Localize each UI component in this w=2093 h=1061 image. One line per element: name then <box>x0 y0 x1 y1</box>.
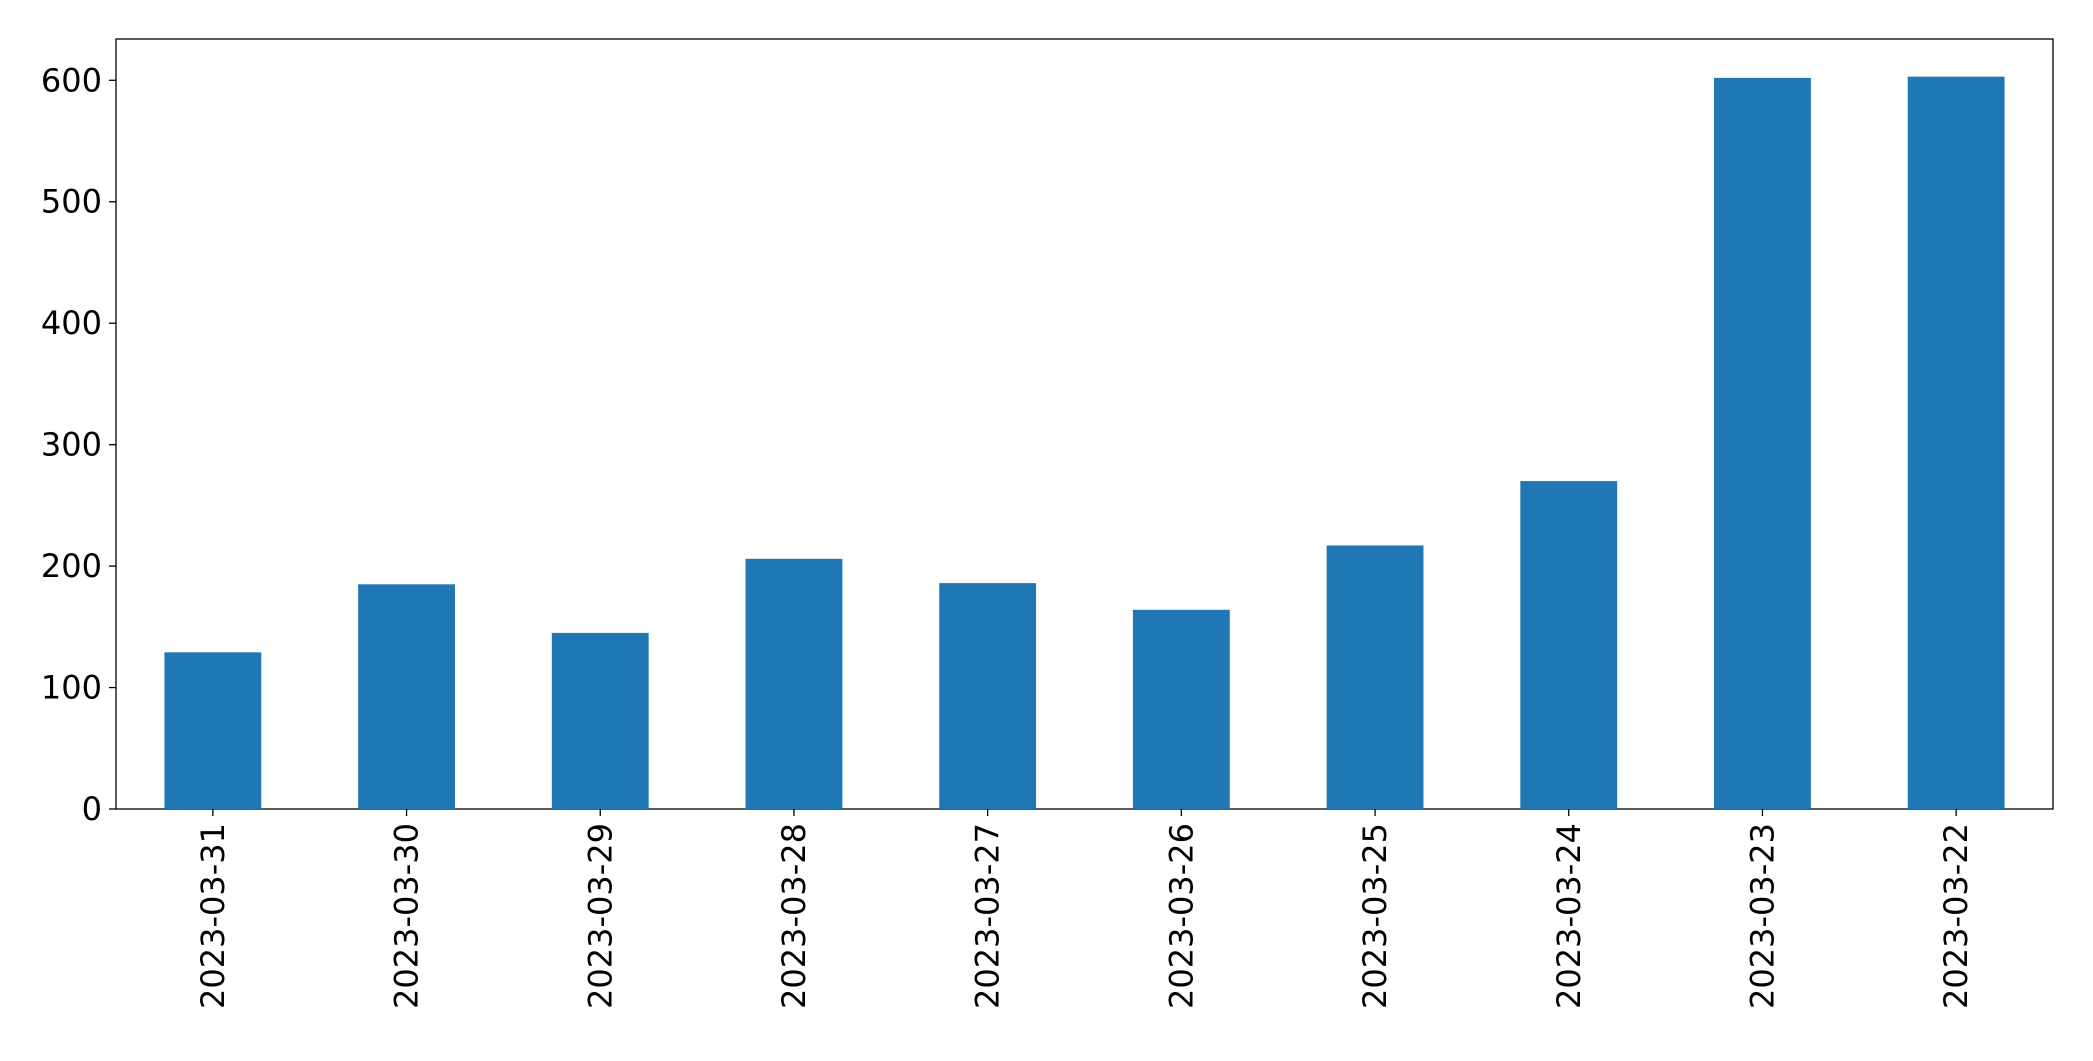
y-tick-label: 200 <box>41 547 102 585</box>
x-tick-label: 2023-03-22 <box>1937 823 1975 1009</box>
bar <box>1132 609 1230 809</box>
y-tick-label: 400 <box>41 304 102 342</box>
bar <box>358 584 455 809</box>
x-tick-label: 2023-03-24 <box>1550 823 1588 1009</box>
bar <box>1907 76 2005 809</box>
y-tick-label: 600 <box>41 61 102 99</box>
bar <box>551 632 649 809</box>
x-tick-label: 2023-03-29 <box>581 823 619 1009</box>
x-tick-label: 2023-03-28 <box>775 823 813 1009</box>
x-tick-label: 2023-03-25 <box>1356 823 1394 1009</box>
y-tick-label: 300 <box>41 426 102 464</box>
x-tick-label: 2023-03-23 <box>1743 823 1781 1009</box>
x-tick-label: 2023-03-30 <box>388 823 426 1009</box>
bar <box>164 652 262 809</box>
y-tick-label: 0 <box>82 790 102 828</box>
bar <box>1326 545 1424 809</box>
bar <box>1714 77 1811 809</box>
x-tick-label: 2023-03-31 <box>194 823 232 1009</box>
plot-frame <box>115 38 2054 810</box>
bar <box>1520 481 1618 809</box>
bar <box>939 583 1037 809</box>
bar <box>745 558 843 809</box>
x-tick-label: 2023-03-27 <box>969 823 1007 1009</box>
y-tick-label: 100 <box>41 669 102 707</box>
x-tick-label: 2023-03-26 <box>1162 823 1200 1009</box>
y-tick-label: 500 <box>41 183 102 221</box>
